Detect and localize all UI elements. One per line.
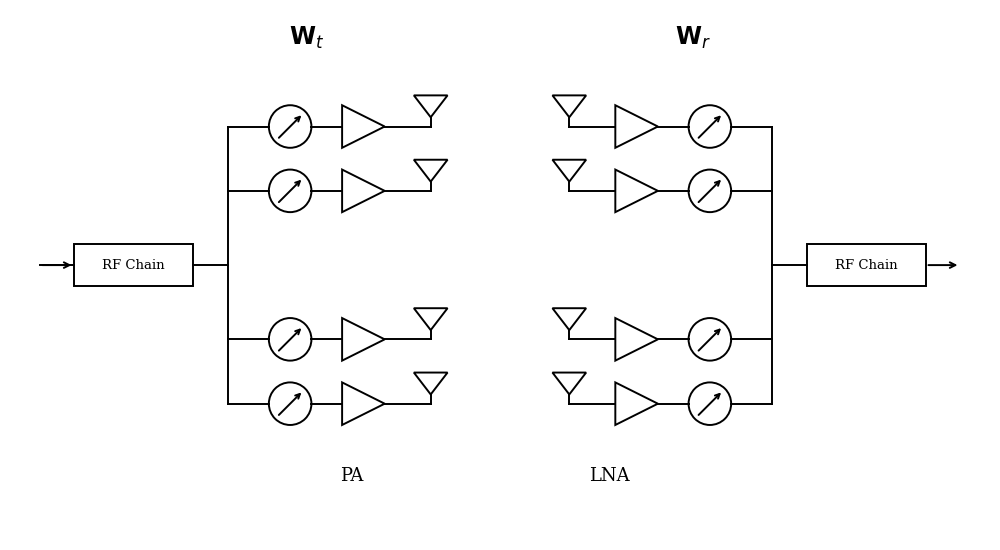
Text: LNA: LNA bbox=[589, 467, 629, 485]
Bar bbox=[74, 244, 193, 286]
Text: $\mathbf{W}_t$: $\mathbf{W}_t$ bbox=[289, 24, 325, 51]
Bar bbox=[807, 244, 926, 286]
Text: PA: PA bbox=[340, 467, 363, 485]
Text: RF Chain: RF Chain bbox=[835, 258, 898, 272]
Text: RF Chain: RF Chain bbox=[102, 258, 165, 272]
Text: $\mathbf{W}_r$: $\mathbf{W}_r$ bbox=[675, 24, 711, 51]
